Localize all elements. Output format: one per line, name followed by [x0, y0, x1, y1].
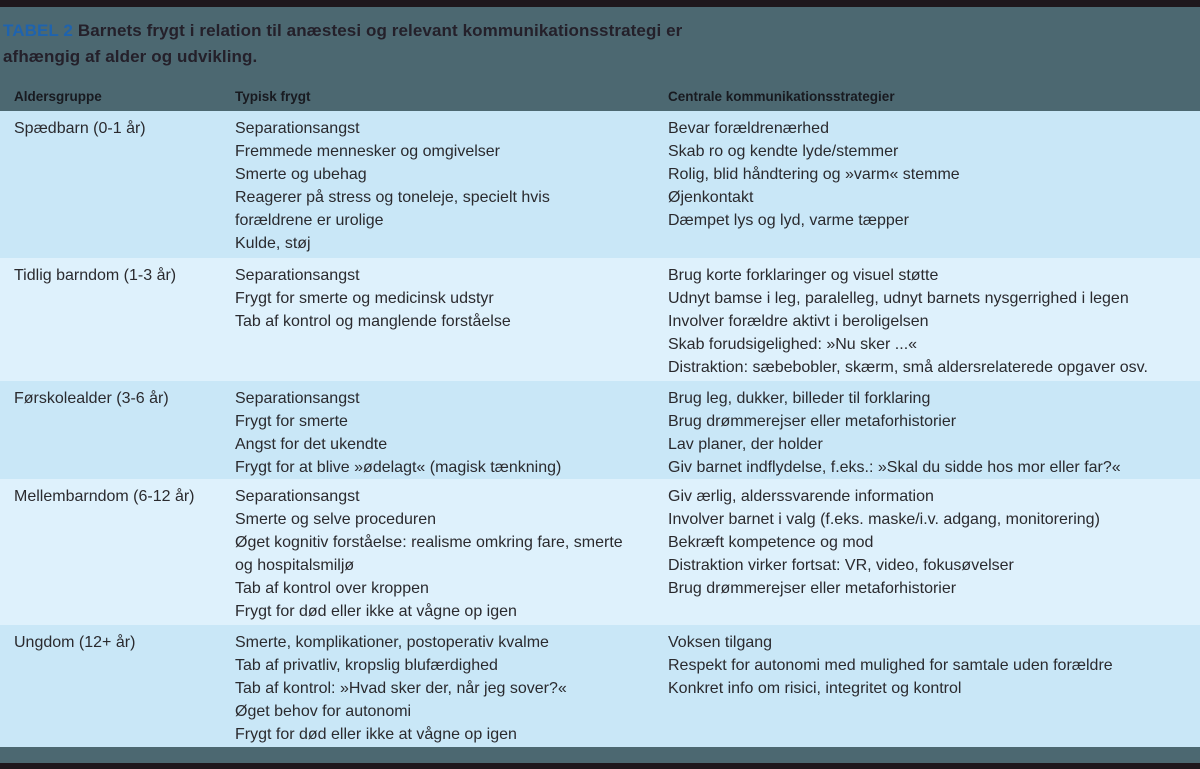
fear-item: Frygt for død eller ikke at vågne op ige… — [235, 726, 517, 743]
age-group-cell: Spædbarn (0-1 år) — [14, 120, 146, 137]
fears-cell: Separationsangst Smerte og selve procedur… — [235, 479, 668, 625]
strategies-cell: Bevar forældrenærhed Skab ro og kendte ly… — [668, 111, 1200, 258]
fear-item: Frygt for død eller ikke at vågne op ige… — [235, 603, 517, 620]
fear-item: Separationsangst — [235, 488, 360, 505]
fear-item: Tab af kontrol og manglende forståelse — [235, 313, 511, 330]
strategy-item: Distraktion virker fortsat: VR, video, f… — [668, 557, 1014, 574]
fear-item: Øget behov for autonomi — [235, 703, 412, 720]
table-title-line-1: TABEL 2 Barnets frygt i relation til anæ… — [3, 18, 1186, 44]
age-group-cell: Mellembarndom (6-12 år) — [14, 488, 195, 505]
fear-item: Kulde, støj — [235, 235, 311, 252]
strategy-item: Distraktion: sæbebobler, skærm, små alde… — [668, 359, 1148, 376]
strategy-item: Giv ærlig, alderssvarende information — [668, 488, 934, 505]
strategy-item: Dæmpet lys og lyd, varme tæpper — [668, 212, 909, 229]
bottom-frame-bar — [0, 763, 1200, 769]
age-group-cell: Tidlig barndom (1-3 år) — [14, 267, 177, 284]
fear-item: Frygt for smerte — [235, 413, 348, 430]
column-header-row: Aldersgruppe Typisk frygt Centrale kommu… — [0, 89, 1200, 111]
fear-item: Tab af kontrol: »Hvad sker der, når jeg … — [235, 680, 567, 697]
strategy-item: Bekræft kompetence og mod — [668, 534, 874, 551]
fear-item: Separationsangst — [235, 267, 360, 284]
strategies-cell: Brug leg, dukker, billeder til forklarin… — [668, 381, 1200, 479]
fears-cell: Separationsangst Fremmede mennesker og om… — [235, 111, 668, 258]
table-row: Spædbarn (0-1 år) Separationsangst Fremme… — [0, 111, 1200, 258]
age-group-cell: Ungdom (12+ år) — [14, 634, 136, 651]
fear-item: Smerte, komplikationer, postoperativ kva… — [235, 634, 549, 651]
fear-item: Reagerer på stress og toneleje, specielt… — [235, 189, 550, 229]
table-row: Mellembarndom (6-12 år) Separationsangst… — [0, 479, 1200, 625]
strategy-item: Brug leg, dukker, billeder til forklarin… — [668, 390, 931, 407]
fear-item: Separationsangst — [235, 120, 360, 137]
fear-item: Frygt for smerte og medicinsk udstyr — [235, 290, 494, 307]
table-title: TABEL 2 Barnets frygt i relation til anæ… — [0, 7, 1200, 70]
strategy-item: Bevar forældrenærhed — [668, 120, 829, 137]
strategy-item: Involver forældre aktivt i beroligelsen — [668, 313, 929, 330]
strategy-item: Respekt for autonomi med mulighed for sa… — [668, 657, 1113, 674]
fear-item: Frygt for at blive »ødelagt« (magisk tæn… — [235, 459, 562, 476]
fears-cell: Separationsangst Frygt for smerte og medi… — [235, 258, 668, 381]
fears-cell: Smerte, komplikationer, postoperativ kva… — [235, 625, 668, 747]
table-title-line-2: afhængig af alder og udvikling. — [3, 47, 258, 66]
column-header-aldersgruppe: Aldersgruppe — [14, 89, 102, 104]
fears-cell: Separationsangst Frygt for smerte Angst fo… — [235, 381, 668, 479]
fear-item: Tab af privatliv, kropslig blufærdighed — [235, 657, 498, 674]
strategy-item: Skab ro og kendte lyde/stemmer — [668, 143, 899, 160]
column-header-typisk-frygt: Typisk frygt — [235, 89, 311, 104]
fear-item: Smerte og selve proceduren — [235, 511, 436, 528]
strategy-item: Giv barnet indflydelse, f.eks.: »Skal du… — [668, 459, 1121, 476]
strategy-item: Udnyt bamse i leg, paralelleg, udnyt bar… — [668, 290, 1129, 307]
column-header-kommunikationsstrategier: Centrale kommunikationsstrategier — [668, 89, 895, 104]
fear-item: Separationsangst — [235, 390, 360, 407]
strategy-item: Konkret info om risici, integritet og ko… — [668, 680, 962, 697]
fear-item: Tab af kontrol over kroppen — [235, 580, 429, 597]
strategies-cell: Voksen tilgang Respekt for autonomi med m… — [668, 625, 1200, 747]
fear-item: Øget kognitiv forståelse: realisme omkri… — [235, 534, 623, 574]
table-header-band: TABEL 2 Barnets frygt i relation til anæ… — [0, 7, 1200, 111]
strategy-item: Involver barnet i valg (f.eks. maske/i.v… — [668, 511, 1100, 528]
strategies-cell: Brug korte forklaringer og visuel støtte… — [668, 258, 1200, 381]
strategy-item: Øjenkontakt — [668, 189, 754, 206]
table-row: Førskolealder (3-6 år) Separationsangst F… — [0, 381, 1200, 479]
strategy-item: Brug drømmerejser eller metaforhistorier — [668, 413, 957, 430]
strategy-item: Lav planer, der holder — [668, 436, 823, 453]
strategy-item: Brug korte forklaringer og visuel støtte — [668, 267, 939, 284]
bottom-teal-bar — [0, 747, 1200, 763]
strategy-item: Skab forudsigelighed: »Nu sker ...« — [668, 336, 918, 353]
table-body: Spædbarn (0-1 år) Separationsangst Fremme… — [0, 111, 1200, 747]
strategy-item: Voksen tilgang — [668, 634, 773, 651]
table-title-text: Barnets frygt i relation til anæstesi og… — [77, 21, 683, 40]
top-frame-bar — [0, 0, 1200, 7]
table-row: Ungdom (12+ år) Smerte, komplikationer, … — [0, 625, 1200, 747]
fear-item: Smerte og ubehag — [235, 166, 367, 183]
strategy-item: Rolig, blid håndtering og »varm« stemme — [668, 166, 960, 183]
table-number-label: TABEL 2 — [3, 21, 73, 40]
strategy-item: Brug drømmerejser eller metaforhistorier — [668, 580, 957, 597]
fear-item: Fremmede mennesker og omgivelser — [235, 143, 500, 160]
age-group-cell: Førskolealder (3-6 år) — [14, 390, 169, 407]
strategies-cell: Giv ærlig, alderssvarende information Inv… — [668, 479, 1200, 625]
table-row: Tidlig barndom (1-3 år) Separationsangst… — [0, 258, 1200, 381]
fear-item: Angst for det ukendte — [235, 436, 388, 453]
